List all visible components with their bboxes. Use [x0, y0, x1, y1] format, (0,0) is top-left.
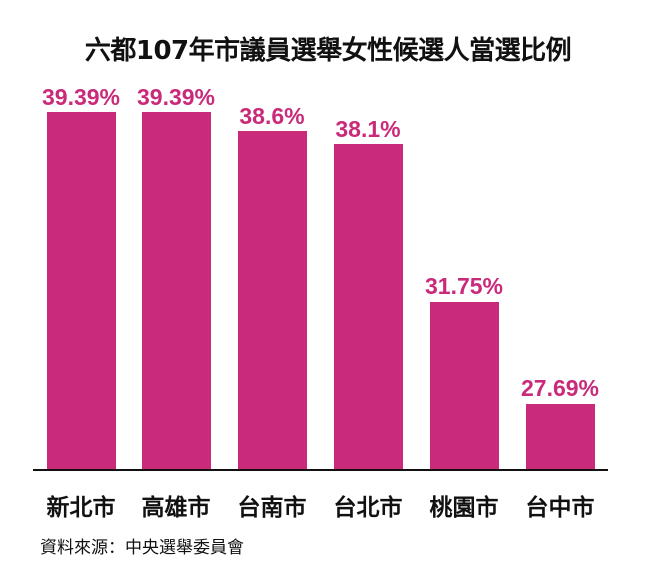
x-tick-label: 高雄市	[141, 495, 211, 521]
bar	[47, 112, 116, 470]
bar-value-label: 27.69%	[520, 375, 599, 401]
x-axis-line	[33, 469, 608, 471]
bar	[142, 112, 211, 470]
bar	[238, 131, 307, 470]
x-tick-label: 新北市	[46, 495, 116, 521]
bar	[334, 144, 403, 470]
chart-title: 六都107年市議員選舉女性候選人當選比例	[84, 36, 572, 66]
bar-value-label: 38.6%	[239, 103, 305, 129]
x-tick-label: 台北市	[333, 495, 403, 521]
x-tick-label: 桃園市	[429, 495, 499, 521]
x-tick-label: 台中市	[525, 495, 595, 521]
x-tick-label: 台南市	[237, 495, 307, 521]
bar-value-label: 38.1%	[335, 116, 401, 142]
bar-value-label: 39.39%	[41, 84, 120, 110]
bar-value-label: 31.75%	[424, 273, 503, 299]
bar	[526, 404, 595, 470]
bar-value-label: 39.39%	[136, 84, 215, 110]
bar	[430, 302, 499, 470]
source-note: 資料來源：中央選舉委員會	[40, 538, 244, 558]
